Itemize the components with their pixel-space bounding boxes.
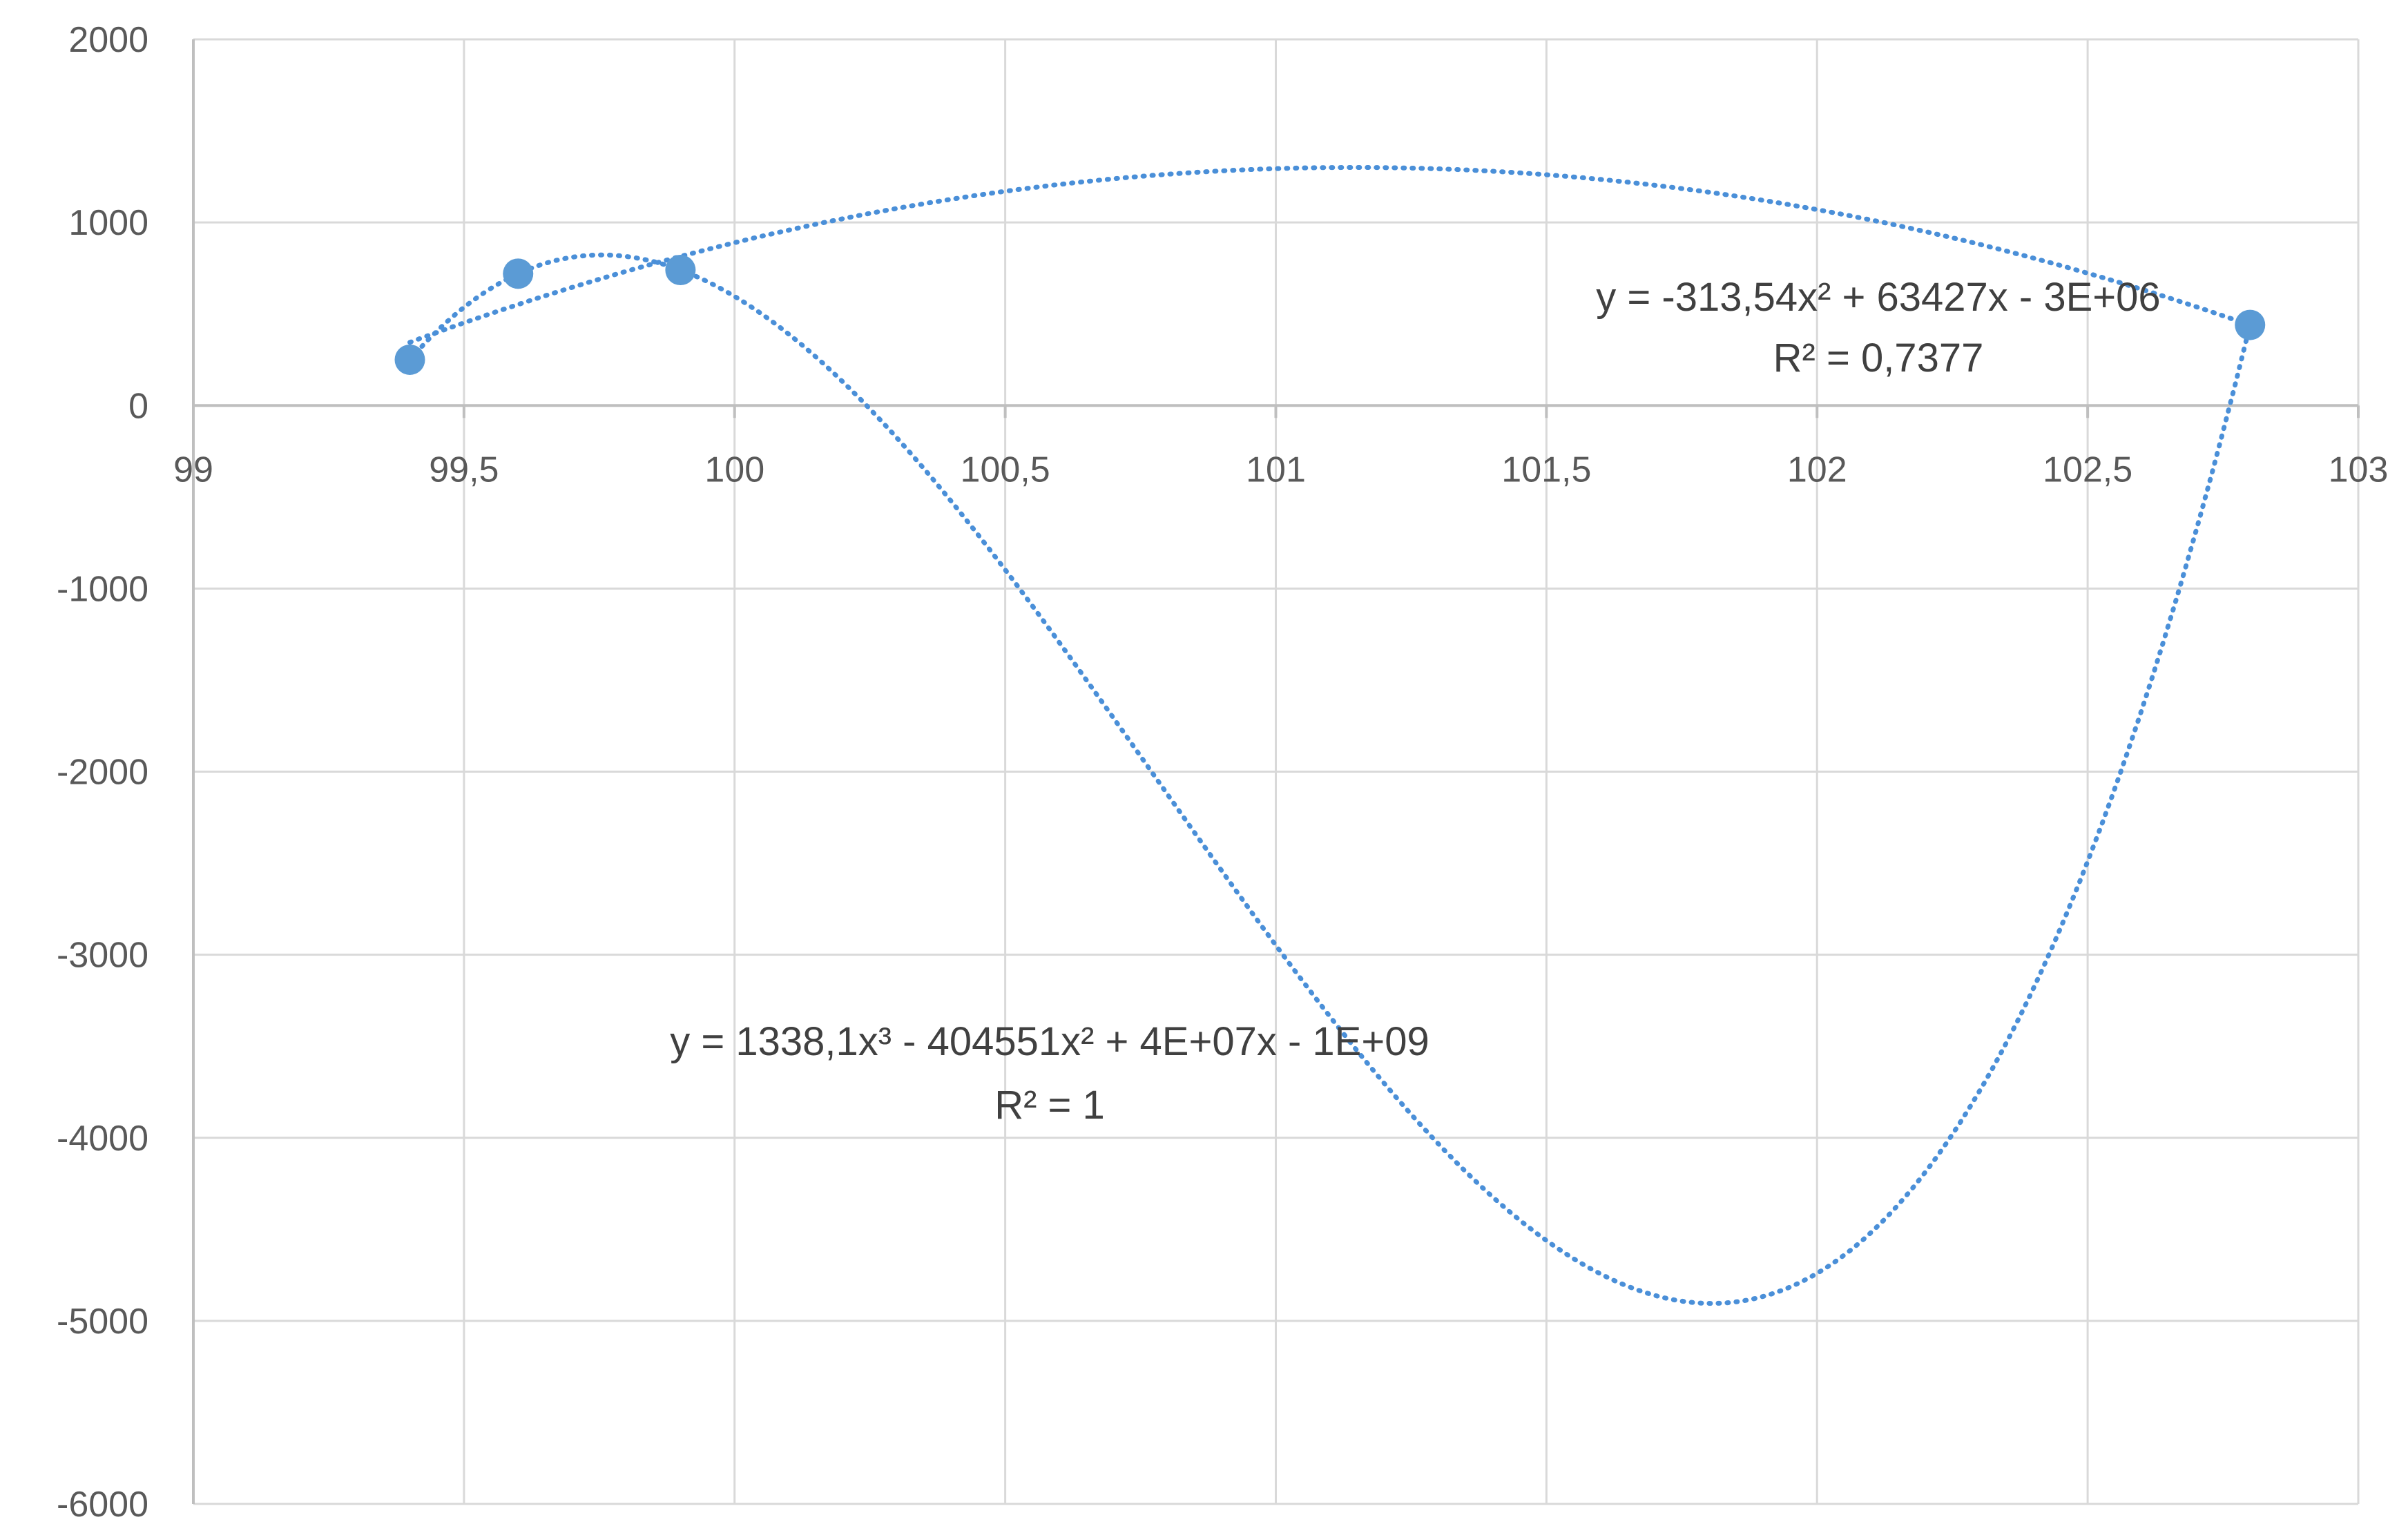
data-point bbox=[2235, 309, 2266, 340]
x-tick-label: 102 bbox=[1787, 450, 1847, 490]
x-tick-label: 99 bbox=[173, 450, 213, 490]
x-tick-label: 101,5 bbox=[1501, 450, 1591, 490]
y-tick-label: -6000 bbox=[57, 1485, 148, 1525]
trendline-order-2 bbox=[407, 165, 2253, 345]
y-tick-label: 2000 bbox=[68, 20, 148, 60]
x-tick-label: 99,5 bbox=[429, 450, 499, 490]
trendline-3-r-squared: R² = 1 bbox=[994, 1083, 1105, 1128]
trendline-2-equation: y = -313,54x² + 63427x - 3E+06 bbox=[1596, 275, 2160, 320]
y-tick-labels: 2000 1000 0 -1000 -2000 -3000 -4000 -5000 -6000 bbox=[57, 20, 148, 1525]
data-point bbox=[665, 255, 696, 286]
x-tick-label: 100,5 bbox=[961, 450, 1050, 490]
trendline-3-equation: y = 1338,1x³ - 404551x² + 4E+07x - 1E+09 bbox=[670, 1019, 1429, 1064]
y-tick-label: -3000 bbox=[57, 936, 148, 976]
y-tick-label: -4000 bbox=[57, 1119, 148, 1159]
y-tick-label: -1000 bbox=[57, 569, 148, 609]
x-tick-labels: 99 99,5 100 100,5 101 101,5 102 102,5 103 bbox=[173, 450, 2388, 490]
trendline-2-r-squared: R² = 0,7377 bbox=[1773, 336, 1984, 380]
trendlines bbox=[407, 165, 2253, 1306]
y-tick-label: -2000 bbox=[57, 753, 148, 793]
data-point bbox=[503, 258, 534, 289]
x-tick-label: 103 bbox=[2329, 450, 2389, 490]
data-points bbox=[394, 255, 2266, 375]
x-tick-label: 100 bbox=[704, 450, 764, 490]
axes bbox=[192, 39, 2360, 1504]
y-tick-label: 0 bbox=[128, 386, 148, 426]
x-tick-label: 101 bbox=[1246, 450, 1306, 490]
data-point bbox=[394, 344, 425, 375]
y-tick-label: -5000 bbox=[57, 1302, 148, 1342]
x-tick-label: 102,5 bbox=[2043, 450, 2132, 490]
y-tick-label: 1000 bbox=[68, 203, 148, 243]
